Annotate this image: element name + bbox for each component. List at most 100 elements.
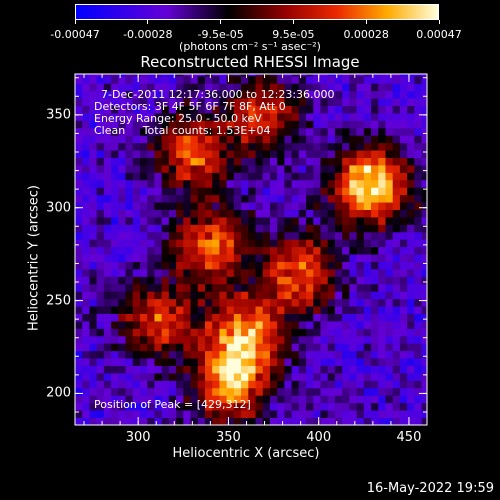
heatmap-cell: [125, 74, 134, 77]
heatmap-cell: [103, 120, 112, 129]
heatmap-cell: [385, 113, 394, 121]
heatmap-cell: [385, 291, 394, 300]
heatmap-cell: [313, 187, 321, 196]
heatmap-cell: [147, 179, 155, 188]
y-tick-label: 200: [46, 385, 71, 401]
heatmap-cell: [82, 283, 90, 292]
heatmap-cell: [147, 402, 155, 411]
heatmap-cell: [284, 313, 293, 322]
heatmap-cell: [89, 261, 98, 270]
heatmap-cell: [363, 380, 372, 389]
heatmap-cell: [342, 113, 350, 121]
heatmap-cell: [241, 127, 249, 136]
heatmap-cell: [363, 328, 372, 337]
heatmap-cell: [226, 157, 235, 166]
heatmap-cell: [96, 246, 105, 255]
heatmap-cell: [204, 120, 213, 129]
heatmap-cell: [407, 83, 415, 92]
heatmap-cell: [89, 194, 98, 203]
heatmap-cell: [241, 261, 249, 270]
heatmap-cell: [392, 142, 401, 151]
heatmap-cell: [313, 306, 321, 314]
heatmap-cell: [139, 387, 148, 396]
heatmap-cell: [212, 387, 220, 396]
heatmap-cell: [161, 373, 170, 381]
heatmap-cell: [118, 291, 126, 300]
heatmap-cell: [277, 224, 285, 233]
heatmap-cell: [414, 380, 422, 389]
heatmap-cell: [392, 127, 401, 136]
heatmap-cell: [233, 202, 242, 210]
heatmap-cell: [284, 224, 293, 233]
heatmap-cell: [349, 395, 357, 404]
heatmap-cell: [269, 209, 278, 218]
heatmap-cell: [349, 343, 357, 352]
heatmap-cell: [89, 135, 98, 144]
heatmap-cell: [233, 306, 242, 314]
heatmap-cell: [392, 283, 401, 292]
heatmap-cell: [118, 187, 126, 196]
heatmap-cell: [183, 402, 191, 411]
heatmap-cell: [176, 231, 184, 240]
heatmap-cell: [407, 254, 415, 262]
heatmap-cell: [255, 321, 264, 329]
heatmap-cell: [262, 179, 271, 188]
heatmap-cell: [226, 417, 235, 426]
heatmap-cell: [183, 239, 191, 248]
heatmap-cell: [82, 113, 90, 121]
heatmap-cell: [298, 90, 307, 99]
heatmap-cell: [349, 321, 357, 329]
heatmap-cell: [183, 165, 191, 173]
heatmap-cell: [269, 127, 278, 136]
heatmap-cell: [103, 202, 112, 210]
heatmap-cell: [269, 402, 278, 411]
heatmap-cell: [168, 179, 177, 188]
heatmap-cell: [248, 306, 256, 314]
heatmap-cell: [103, 246, 112, 255]
heatmap-cell: [190, 276, 199, 285]
heatmap-cell: [212, 187, 220, 196]
heatmap-cell: [168, 172, 177, 181]
heatmap-cell: [212, 298, 220, 307]
heatmap-cell: [161, 74, 170, 77]
heatmap-cell: [212, 98, 220, 106]
heatmap-cell: [414, 283, 422, 292]
heatmap-cell: [168, 105, 177, 114]
heatmap-cell: [385, 202, 394, 210]
heatmap-cell: [262, 209, 271, 218]
heatmap-cell: [349, 231, 357, 240]
heatmap-cell: [212, 343, 220, 352]
heatmap-cell: [89, 209, 98, 218]
heatmap-cell: [298, 373, 307, 381]
heatmap-cell: [421, 239, 428, 248]
heatmap-cell: [190, 217, 199, 225]
heatmap-cell: [197, 239, 206, 248]
heatmap-cell: [190, 298, 199, 307]
heatmap-cell: [147, 343, 155, 352]
heatmap-cell: [262, 306, 271, 314]
heatmap-cell: [269, 224, 278, 233]
heatmap-cell: [212, 113, 220, 121]
heatmap-cell: [356, 343, 365, 352]
heatmap-cell: [248, 298, 256, 307]
heatmap-cell: [161, 179, 170, 188]
heatmap-cell: [82, 83, 90, 92]
heatmap-cell: [291, 231, 300, 240]
heatmap-cell: [219, 231, 228, 240]
heatmap-cell: [75, 75, 83, 84]
heatmap-cell: [378, 74, 386, 77]
heatmap-cell: [89, 395, 98, 404]
heatmap-cell: [75, 291, 83, 300]
heatmap-cell: [269, 150, 278, 158]
heatmap-cell: [363, 172, 372, 181]
heatmap-cell: [111, 179, 119, 188]
heatmap-cell: [103, 172, 112, 181]
heatmap-cell: [327, 231, 336, 240]
heatmap-cell: [320, 90, 329, 99]
heatmap-cell: [118, 157, 126, 166]
heatmap-cell: [269, 165, 278, 173]
heatmap-cell: [154, 120, 163, 129]
heatmap-cell: [306, 98, 314, 106]
heatmap-cell: [414, 217, 422, 225]
heatmap-cell: [89, 142, 98, 151]
